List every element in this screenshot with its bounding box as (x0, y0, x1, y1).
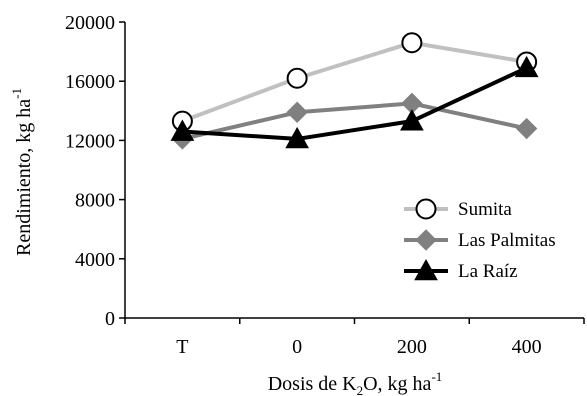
x-tick-label: 200 (397, 336, 427, 358)
y-axis-title-superscript: -1 (9, 88, 24, 99)
data-point-series-2 (285, 126, 309, 149)
legend-swatch-marker (415, 229, 437, 251)
data-point-series-1 (515, 117, 538, 140)
data-point-series-0 (401, 32, 423, 54)
series-line-2 (182, 66, 528, 141)
y-tick-label: 8000 (75, 190, 115, 212)
y-axis-title-text: Rendimiento, kg ha (13, 99, 35, 256)
y-axis-title: Rendimiento, kg ha-1 (9, 88, 35, 256)
x-axis-title-subscript: 2 (357, 383, 364, 396)
series-markers (170, 32, 539, 150)
legend-swatch-marker (415, 198, 437, 220)
data-point-series-2 (400, 109, 424, 131)
x-tick-label: T (176, 336, 188, 358)
x-tick-label: 0 (292, 336, 302, 358)
x-axis-title: Dosis de K2O, kg ha-1 (268, 369, 443, 396)
x-axis-title-prefix: Dosis de K (268, 373, 357, 395)
y-tick-label: 20000 (65, 12, 115, 34)
y-tick-label: 4000 (75, 249, 115, 271)
x-axis-title-superscript: -1 (431, 369, 442, 384)
series-line-0 (181, 40, 527, 124)
legend: Sumita Las Palmitas La Raíz (404, 198, 556, 282)
data-point-series-2 (514, 55, 539, 78)
x-axis-title-middle: O, kg ha (363, 373, 431, 395)
legend-label: Sumita (458, 199, 512, 220)
y-ticks: 0 4000 8000 12000 16000 20000 (65, 12, 125, 330)
y-tick-label: 0 (105, 308, 115, 330)
y-tick-label: 16000 (65, 71, 115, 93)
y-tick-label: 12000 (65, 130, 115, 152)
legend-swatch-marker (414, 258, 438, 281)
series-lines (181, 40, 528, 141)
data-point-series-1 (286, 101, 308, 123)
data-point-series-0 (286, 67, 308, 89)
data-point-series-2 (170, 119, 195, 141)
legend-label: La Raíz (458, 261, 518, 282)
x-tick-label: 400 (512, 336, 542, 358)
series-line-1 (181, 101, 528, 141)
x-ticks: T 0 200 400 (124, 318, 585, 358)
legend-label: Las Palmitas (458, 230, 556, 251)
